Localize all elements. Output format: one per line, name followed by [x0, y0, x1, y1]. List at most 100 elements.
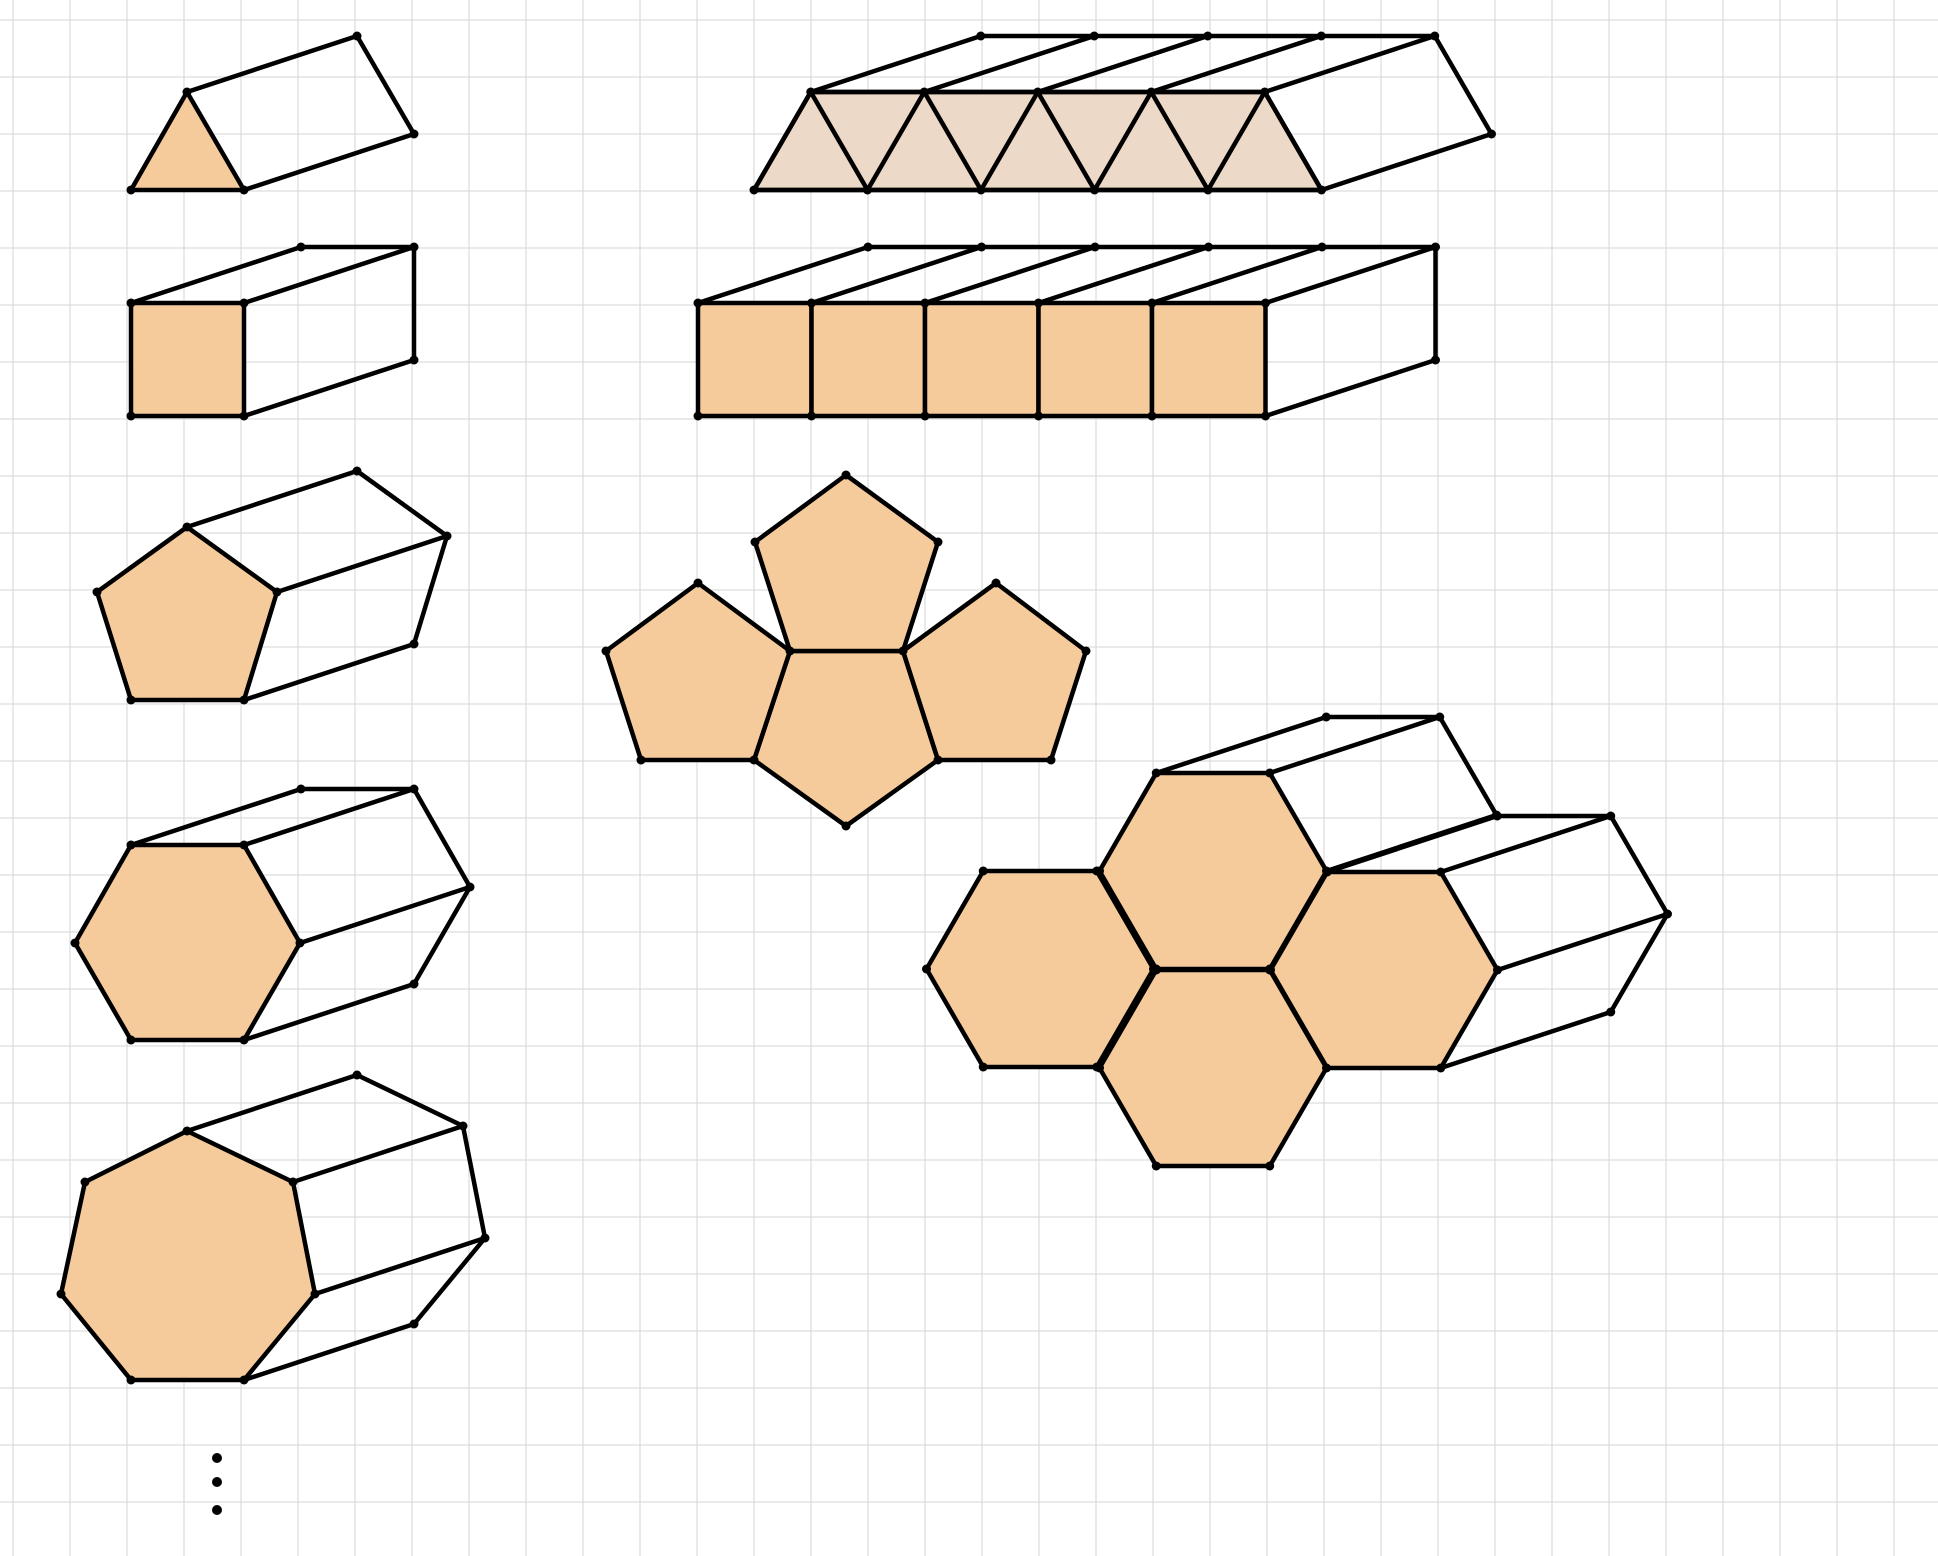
vertex-dot [1203, 185, 1213, 195]
hexagonal-prism-depth-edge [241, 786, 417, 848]
vertex-dot [806, 87, 816, 97]
heptagonal-prism-front-face [58, 1128, 318, 1383]
triangle-edge [1035, 89, 1097, 193]
vertex-dot [1151, 768, 1161, 778]
vertex-dot [409, 639, 419, 649]
vertex-dot [1034, 411, 1043, 421]
heptagonal-prism-back-edge [460, 1123, 488, 1241]
vertex-dot [295, 938, 305, 948]
heptagonal-prism-back-edge [354, 1072, 466, 1129]
vertex-dot [480, 1233, 490, 1243]
vertex-dot [1265, 965, 1275, 975]
vertex-dot [126, 695, 136, 705]
vertex-dot [239, 411, 249, 421]
square-prism-depth-edge [241, 244, 417, 306]
vertex-dot [296, 242, 306, 252]
hexagon-prism-depth-edge [1495, 911, 1670, 973]
hexagon-prism-back-edge [1437, 714, 1499, 818]
pentagonal-prism-front-face [94, 524, 280, 703]
vertex-dot [863, 185, 872, 195]
vertex-dot [126, 840, 136, 850]
vertex-dot [56, 1289, 66, 1299]
vertex-dot [239, 185, 249, 195]
pentagonal-prism-back-edge [354, 468, 450, 539]
vertex-dot [1090, 242, 1100, 252]
triangle-edge [865, 89, 927, 193]
vertex-dot [1147, 298, 1157, 308]
continuation-ellipsis [212, 1453, 222, 1515]
vertex-dot [442, 531, 452, 541]
hexagonal-prism-front-face [72, 842, 303, 1043]
vertex-dot [458, 1121, 468, 1131]
vertex-dot [807, 298, 816, 308]
vertex-dot [1095, 1063, 1104, 1073]
triangular-prism-back-edge [354, 33, 417, 137]
square-strip-depth-edge [922, 244, 1098, 306]
vertex-dot [750, 537, 760, 547]
hexagonal-prism-depth-edge [128, 786, 304, 848]
vertex-dot [636, 755, 646, 765]
heptagonal-prism-depth-edge [290, 1123, 466, 1185]
hexagon-prism-depth-edge [1267, 714, 1442, 776]
square-strip-depth-edge [695, 244, 871, 306]
vertex-dot [693, 411, 703, 421]
vertex-dot [933, 537, 943, 547]
vertex-dot [693, 578, 703, 588]
vertex-dot [1431, 355, 1440, 365]
vertex-dot [1321, 712, 1331, 722]
square-tile [695, 300, 814, 419]
triangle-edge [1262, 89, 1324, 193]
vertex-dot [1317, 242, 1327, 252]
triangle-edge [922, 89, 984, 193]
vertex-dot [977, 242, 986, 252]
vertex-dot [126, 185, 136, 195]
vertex-dot [1317, 185, 1326, 195]
vertex-dot [1606, 811, 1616, 821]
vertex-dot [409, 1319, 419, 1329]
vertex-dot [976, 31, 986, 41]
vertex-dot [1322, 867, 1332, 877]
hexagonal-prism-back-edge [411, 884, 473, 987]
vertex-dot [1430, 31, 1440, 41]
vertex-dot [1146, 87, 1156, 97]
square-strip-depth-edge [1263, 244, 1438, 306]
vertex-dot [1203, 31, 1213, 41]
pentagonal-prism-depth-edge [241, 641, 417, 703]
vertex-dot [976, 185, 986, 195]
triangular-prism-depth-edge [241, 131, 417, 193]
vertex-dot [409, 979, 419, 989]
vertex-dot [1487, 129, 1496, 139]
hexagon-prism-depth-edge [1438, 813, 1613, 875]
hexagon-prism-depth-edge [1325, 813, 1500, 875]
vertex-dot [239, 1375, 249, 1385]
vertex-dot [978, 1062, 988, 1072]
vertex-dot [1151, 1161, 1161, 1171]
vertex-dot [1316, 31, 1326, 41]
ellipsis-dot [212, 1477, 222, 1487]
vertex-dot [920, 411, 930, 421]
vertex-dot [239, 695, 249, 705]
triangle-strip-back-edge [1432, 33, 1494, 137]
vertex-dot [80, 1177, 90, 1187]
vertex-dot [1663, 909, 1672, 919]
hexagonal-prism-depth-edge [297, 884, 473, 946]
vertex-dot [785, 646, 795, 656]
heptagonal-prism-back-edge [411, 1235, 488, 1327]
vertex-dot [1034, 298, 1043, 308]
square-strip-depth-edge [809, 244, 984, 306]
vertex-dot [919, 87, 929, 97]
triangular-prism-front-face [128, 89, 247, 193]
pentagonal-prism-depth-edge [184, 468, 360, 530]
hexagon-prism-depth-edge [1154, 714, 1329, 776]
square-strip-depth-edge [1149, 244, 1325, 306]
vertex-dot [807, 411, 816, 421]
triangle-strip-depth-edge [1035, 33, 1210, 95]
triangle-strip-depth-edge [1149, 33, 1324, 95]
hexagon-prism-back-edge [1608, 813, 1670, 917]
triangular-prism-depth-edge [184, 33, 360, 95]
pentagon-tile [900, 580, 1089, 763]
vertex-dot [409, 129, 419, 139]
vertex-dot [182, 87, 192, 97]
vertex-dot [239, 298, 249, 308]
